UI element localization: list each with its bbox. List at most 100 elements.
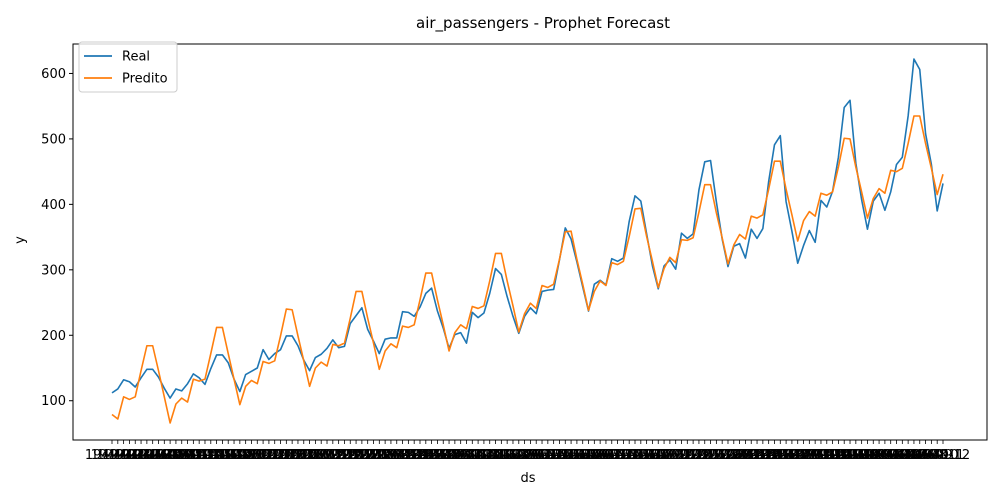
x-tick-label: 1955-02	[509, 448, 563, 463]
y-axis: 100 200 300 400 500 600	[41, 67, 73, 409]
x-tick-label: 1954-04	[451, 448, 505, 463]
x-tick-label: 1949-08	[126, 448, 180, 463]
x-tick-label: 1957-02	[649, 448, 703, 463]
x-tick-label: 1953-05	[387, 448, 441, 463]
x-tick-label: 1953-01	[364, 448, 418, 463]
x-tick-label: 1953-07	[399, 448, 453, 463]
x-tick-label: 1949-03	[96, 448, 150, 463]
x-tick-label: 1952-03	[306, 448, 360, 463]
x-tick-label: 1957-05	[666, 448, 720, 463]
x-tick-label: 1951-07	[259, 448, 313, 463]
x-axis: 1949-011949-021949-031949-041949-051949-…	[85, 440, 970, 463]
x-tick-label: 1949-02	[91, 448, 145, 463]
x-tick-label: 1953-06	[393, 448, 447, 463]
y-tick-label: 200	[41, 329, 66, 344]
x-tick-label: 1954-03	[445, 448, 499, 463]
x-tick-label: 1958-08	[753, 448, 807, 463]
x-tick-label: 1960-05	[875, 448, 929, 463]
x-tick-label: 1952-10	[346, 448, 400, 463]
x-tick-label: 1958-06	[742, 448, 796, 463]
legend: Real Predito	[78, 41, 178, 93]
x-tick-label: 1954-06	[463, 448, 517, 463]
x-tick-label: 1955-01	[503, 448, 557, 463]
x-tick-label: 1954-02	[439, 448, 493, 463]
x-tick-label: 1950-12	[218, 448, 272, 463]
x-tick-label: 1949-09	[131, 448, 185, 463]
x-tick-label: 1958-12	[776, 448, 830, 463]
x-tick-label: 1955-03	[515, 448, 569, 463]
x-tick-label: 1954-11	[492, 448, 546, 463]
x-tick-label: 1957-12	[707, 448, 761, 463]
x-tick-label: 1950-09	[201, 448, 255, 463]
x-tick-label: 1953-11	[422, 448, 476, 463]
x-tick-label: 1960-10	[904, 448, 958, 463]
x-tick-label: 1956-11	[631, 448, 685, 463]
x-tick-label: 1951-04	[242, 448, 296, 463]
x-tick-label: 1958-09	[759, 448, 813, 463]
x-tick-label: 1956-09	[619, 448, 673, 463]
x-tick-label: 1955-05	[526, 448, 580, 463]
x-tick-label: 1959-11	[840, 448, 894, 463]
x-tick-label: 1949-07	[120, 448, 174, 463]
x-tick-label: 1960-07	[887, 448, 941, 463]
y-tick-label: 500	[41, 132, 66, 147]
x-tick-label: 1955-12	[567, 448, 621, 463]
x-tick-label: 1951-06	[253, 448, 307, 463]
x-tick-label: 1952-11	[352, 448, 406, 463]
x-tick-label: 1957-09	[689, 448, 743, 463]
x-tick-label: 1953-12	[428, 448, 482, 463]
x-tick-label: 1950-02	[160, 448, 214, 463]
x-tick-label: 1960-11	[910, 448, 964, 463]
x-tick-label: 1954-10	[486, 448, 540, 463]
x-tick-label: 1950-10	[207, 448, 261, 463]
series-line-real	[111, 58, 944, 399]
x-tick-label: 1957-03	[654, 448, 708, 463]
x-tick-label: 1952-12	[358, 448, 412, 463]
x-tick-label: 1953-10	[416, 448, 470, 463]
x-tick-label: 1951-05	[248, 448, 302, 463]
x-tick-label: 1959-08	[823, 448, 877, 463]
x-tick-label: 1950-03	[166, 448, 220, 463]
x-tick-label: 1950-01	[155, 448, 209, 463]
x-tick-label: 1951-09	[271, 448, 325, 463]
x-tick-label: 1957-06	[672, 448, 726, 463]
x-tick-label: 1950-04	[172, 448, 226, 463]
x-tick-label: 1960-08	[893, 448, 947, 463]
x-tick-label: 1957-08	[683, 448, 737, 463]
x-tick-label: 1956-07	[608, 448, 662, 463]
x-tick-label: 1959-10	[834, 448, 888, 463]
x-tick-label: 1960-12	[916, 448, 970, 463]
x-tick-label: 1960-04	[869, 448, 923, 463]
x-tick-label: 1958-05	[736, 448, 790, 463]
x-tick-label: 1956-12	[637, 448, 691, 463]
x-tick-label: 1959-09	[829, 448, 883, 463]
x-tick-label: 1959-07	[817, 448, 871, 463]
y-tick-label: 600	[41, 67, 66, 82]
series-lines	[111, 58, 944, 424]
x-tick-label: 1951-03	[236, 448, 290, 463]
x-tick-label: 1950-06	[184, 448, 238, 463]
x-tick-label: 1959-12	[846, 448, 900, 463]
x-tick-label: 1957-01	[643, 448, 697, 463]
x-tick-label: 1955-10	[556, 448, 610, 463]
x-tick-label: 1949-05	[108, 448, 162, 463]
x-tick-label: 1951-02	[230, 448, 284, 463]
x-tick-label: 1960-09	[898, 448, 952, 463]
y-axis-label: y	[13, 236, 28, 244]
y-tick-label: 400	[41, 198, 66, 213]
x-tick-label: 1959-04	[800, 448, 854, 463]
legend-label-real: Real	[122, 50, 150, 65]
x-tick-label: 1949-11	[143, 448, 197, 463]
x-tick-label: 1957-07	[678, 448, 732, 463]
x-tick-label: 1949-01	[85, 448, 139, 463]
x-tick-label: 1956-02	[579, 448, 633, 463]
x-tick-label: 1952-05	[317, 448, 371, 463]
x-tick-label: 1956-01	[573, 448, 627, 463]
x-tick-label: 1959-02	[788, 448, 842, 463]
x-tick-label: 1954-09	[480, 448, 534, 463]
legend-box	[78, 41, 178, 93]
x-tick-label: 1957-04	[660, 448, 714, 463]
x-tick-label: 1953-08	[404, 448, 458, 463]
x-tick-label: 1953-02	[370, 448, 424, 463]
